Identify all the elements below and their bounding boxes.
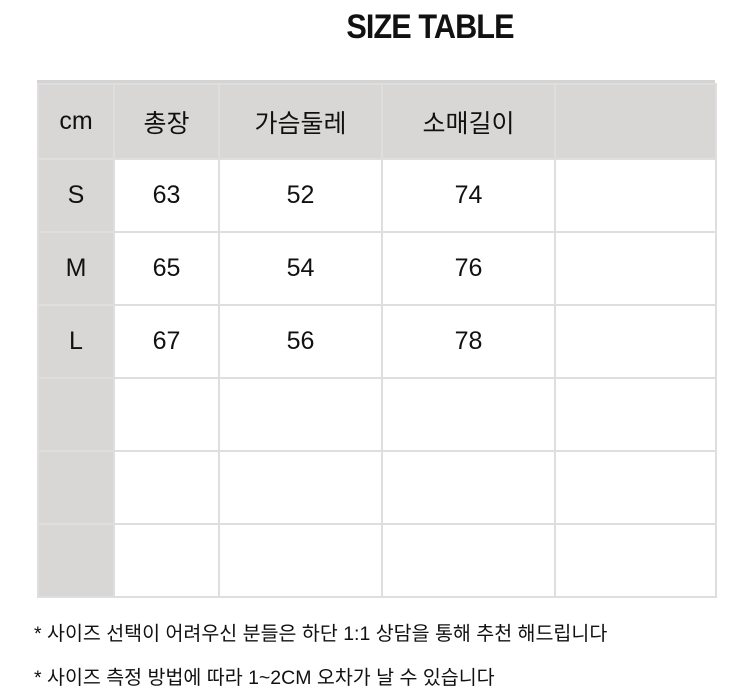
table-cell [554,377,717,452]
table-cell: 54 [218,231,383,306]
note-size-recommendation: * 사이즈 선택이 어려우신 분들은 하단 1:1 상담을 통해 추천 해드립니… [34,623,608,645]
table-row [37,450,717,525]
table-cell [113,523,220,598]
column-header: 가슴둘레 [218,83,383,160]
table-row: M 65 54 76 [37,231,717,306]
table-cell: 52 [218,158,383,233]
table-cell [554,158,717,233]
table-cell [218,377,383,452]
table-cell: 78 [381,304,556,379]
table-cell [113,450,220,525]
column-header: 소매길이 [381,83,556,160]
table-cell [554,304,717,379]
table-cell [381,523,556,598]
size-label-cell: M [37,231,115,306]
page-title: SIZE TABLE [346,8,514,46]
table-row [37,377,717,452]
column-header [554,83,717,160]
table-cell [554,523,717,598]
size-label-cell: L [37,304,115,379]
table-cell: 56 [218,304,383,379]
table-cell [113,377,220,452]
table-cell: 63 [113,158,220,233]
table-cell [381,450,556,525]
note-measurement-error: * 사이즈 측정 방법에 따라 1~2CM 오차가 날 수 있습니다 [34,667,495,689]
table-cell: 65 [113,231,220,306]
column-header: cm [37,83,115,160]
table-cell: 76 [381,231,556,306]
table-cell [554,450,717,525]
table-row: S 63 52 74 [37,158,717,233]
size-table: cm 총장 가슴둘레 소매길이 S 63 52 74 M 65 54 76 L 67 56 78 [37,83,717,598]
column-header: 총장 [113,83,220,160]
size-label-cell: S [37,158,115,233]
size-label-cell [37,377,115,452]
table-row: L 67 56 78 [37,304,717,379]
table-cell [218,523,383,598]
table-header-row: cm 총장 가슴둘레 소매길이 [37,83,717,160]
table-row [37,523,717,598]
size-label-cell [37,523,115,598]
divider [37,80,715,83]
table-cell: 67 [113,304,220,379]
table-cell: 74 [381,158,556,233]
table-cell [218,450,383,525]
table-cell [381,377,556,452]
table-cell [554,231,717,306]
size-label-cell [37,450,115,525]
